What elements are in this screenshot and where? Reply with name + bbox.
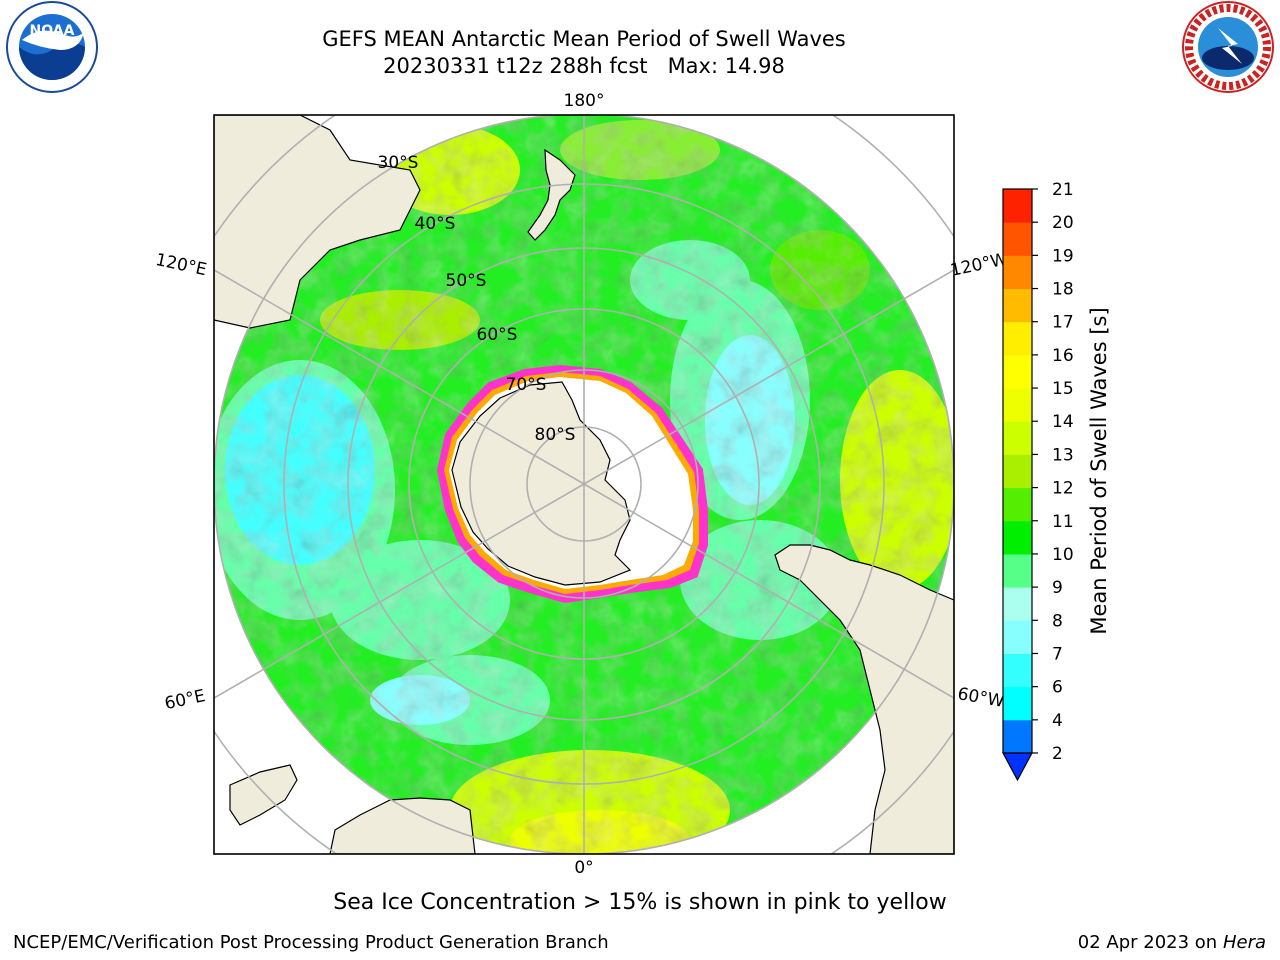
colorbar-tick-label: 11	[1052, 512, 1074, 532]
colorbar-tick-label: 13	[1052, 445, 1074, 465]
colorbar-block	[1003, 421, 1032, 455]
colorbar-block	[1003, 255, 1032, 290]
colorbar-block	[1003, 388, 1032, 422]
colorbar-tick-label: 18	[1052, 280, 1074, 300]
colorbar-block	[1003, 553, 1032, 588]
graticule	[214, 115, 954, 854]
land-masses	[214, 115, 954, 854]
colorbar-tick-label: 10	[1052, 545, 1074, 565]
lat-label-30s: 30°S	[378, 153, 419, 173]
nws-logo	[1182, 1, 1274, 93]
colorbar-tick-label: 4	[1052, 711, 1063, 731]
colorbar-tick-label: 17	[1052, 313, 1074, 333]
footer-date-text: 02 Apr 2023 on	[1077, 932, 1223, 953]
lon-label-120e: 120°E	[154, 250, 209, 280]
lat-label-80s: 80°S	[535, 425, 576, 445]
map-frame	[213, 114, 955, 855]
colorbar-block	[1003, 454, 1032, 489]
colorbar-block	[1003, 719, 1032, 754]
colorbar: 2 4 6 7 8 9 10 11 12 13 14 15 16 17 18 19 20 21 Mean Peri…	[1001, 180, 1111, 782]
colorbar-tick-label: 6	[1052, 678, 1063, 698]
title-line-1: GEFS MEAN Antarctic Mean Period of Swell…	[322, 27, 846, 51]
colorbar-block	[1003, 321, 1032, 356]
noaa-logo-text: NOAA	[30, 23, 75, 39]
lat-label-40s: 40°S	[415, 214, 456, 234]
colorbar-tick-label: 20	[1052, 213, 1074, 233]
australia-land	[214, 115, 421, 329]
colorbar-tick-label: 15	[1052, 379, 1074, 399]
africa-land	[329, 797, 476, 854]
colorbar-block	[1003, 520, 1032, 555]
madagascar-land	[229, 764, 298, 826]
title-max-value: Max: 14.98	[667, 54, 785, 78]
title-run-info: 20230331 t12z 288h fcst	[383, 54, 648, 78]
lat-label-60s: 60°S	[477, 325, 518, 345]
colorbar-block	[1003, 620, 1032, 654]
lat-label-50s: 50°S	[446, 271, 487, 291]
colorbar-tick-label: 14	[1052, 412, 1074, 432]
colorbar-block	[1003, 653, 1032, 688]
colorbar-block	[1003, 487, 1032, 522]
colorbar-tick-label: 8	[1052, 611, 1063, 631]
lon-label-0: 0°	[574, 858, 593, 878]
colorbar-block	[1003, 686, 1032, 721]
lon-label-60w: 60°W	[956, 684, 1006, 712]
lat-label-70s: 70°S	[506, 375, 547, 395]
colorbar-tick-label: 21	[1052, 180, 1074, 200]
colorbar-extend-arrow	[1001, 752, 1034, 782]
colorbar-block	[1003, 288, 1032, 323]
colorbar-label: Mean Period of Swell Waves [s]	[1087, 307, 1111, 634]
colorbar-blocks	[1003, 189, 1032, 754]
lon-label-180: 180°	[564, 91, 605, 111]
title-line-2: 20230331 t12z 288h fcst Max: 14.98	[0, 54, 1168, 78]
lon-label-60e: 60°E	[163, 686, 207, 714]
colorbar-block	[1003, 222, 1032, 256]
colorbar-tick-label: 19	[1052, 246, 1074, 266]
noaa-logo: NOAA	[6, 1, 98, 93]
colorbar-block	[1003, 354, 1032, 389]
footer-branch: NCEP/EMC/Verification Post Processing Pr…	[13, 932, 609, 953]
footer-host: Hera	[1222, 932, 1266, 953]
colorbar-tick-label: 7	[1052, 644, 1063, 664]
colorbar-block	[1003, 189, 1032, 223]
colorbar-frame	[1002, 188, 1033, 754]
new-zealand-land	[527, 148, 576, 241]
colorbar-tick-label: 16	[1052, 346, 1074, 366]
sea-ice-note: Sea Ice Concentration > 15% is shown in …	[333, 890, 947, 915]
colorbar-tick-label: 12	[1052, 479, 1074, 499]
footer-date: 02 Apr 2023 on Hera	[1078, 932, 1266, 953]
latitude-labels: 30°S 40°S 50°S 60°S 70°S 80°S	[378, 153, 576, 445]
colorbar-block	[1003, 587, 1032, 621]
colorbar-ticks: 2 4 6 7 8 9 10 11 12 13 14 15 16 17 18 19 20 21	[1032, 180, 1074, 764]
antarctica	[436, 364, 708, 604]
colorbar-tick-label: 2	[1052, 744, 1063, 764]
colorbar-tick-label: 9	[1052, 578, 1063, 598]
lon-label-120w: 120°W	[949, 249, 1010, 281]
